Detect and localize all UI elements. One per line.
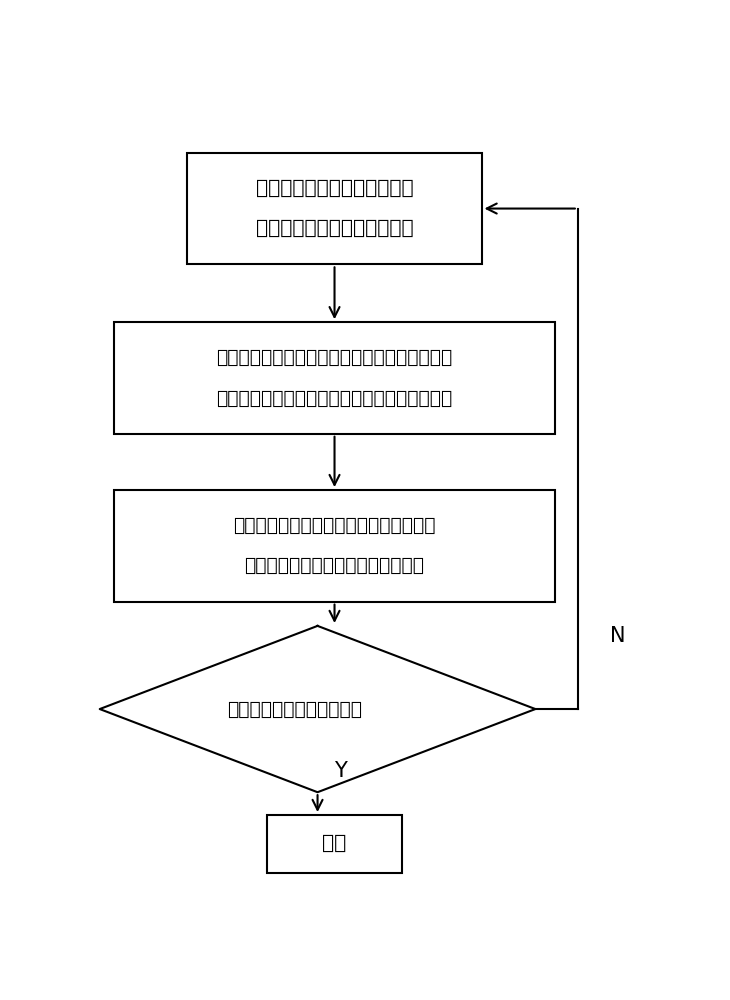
Text: Y: Y bbox=[334, 761, 347, 781]
Bar bbox=[266, 815, 402, 873]
Text: 将已形成半导体所需图形的氮: 将已形成半导体所需图形的氮 bbox=[255, 179, 413, 198]
Bar bbox=[188, 153, 482, 264]
Text: 化硅薄膜的晶片放入刻蚀腔体: 化硅薄膜的晶片放入刻蚀腔体 bbox=[255, 219, 413, 238]
Text: 步骤二、采用氧化性气体去除已沉积在孔: 步骤二、采用氧化性气体去除已沉积在孔 bbox=[234, 516, 436, 535]
Bar bbox=[114, 322, 555, 434]
Text: 是否达到刻蚀形貌及要求？: 是否达到刻蚀形貌及要求？ bbox=[228, 700, 362, 719]
Text: 洞底部及侧壁尤其是孔底部的聚合物: 洞底部及侧壁尤其是孔底部的聚合物 bbox=[245, 556, 425, 575]
Text: 步骤一、采用碳氟基气体刻蚀氮化硅薄膜，同时: 步骤一、采用碳氟基气体刻蚀氮化硅薄膜，同时 bbox=[216, 348, 453, 367]
Bar bbox=[114, 490, 555, 602]
Text: N: N bbox=[610, 626, 625, 646]
Text: 结束: 结束 bbox=[323, 834, 347, 853]
Text: 生成含碳氟的聚合物薄膜沉积在孔的底部及侧壁: 生成含碳氟的聚合物薄膜沉积在孔的底部及侧壁 bbox=[216, 389, 453, 408]
